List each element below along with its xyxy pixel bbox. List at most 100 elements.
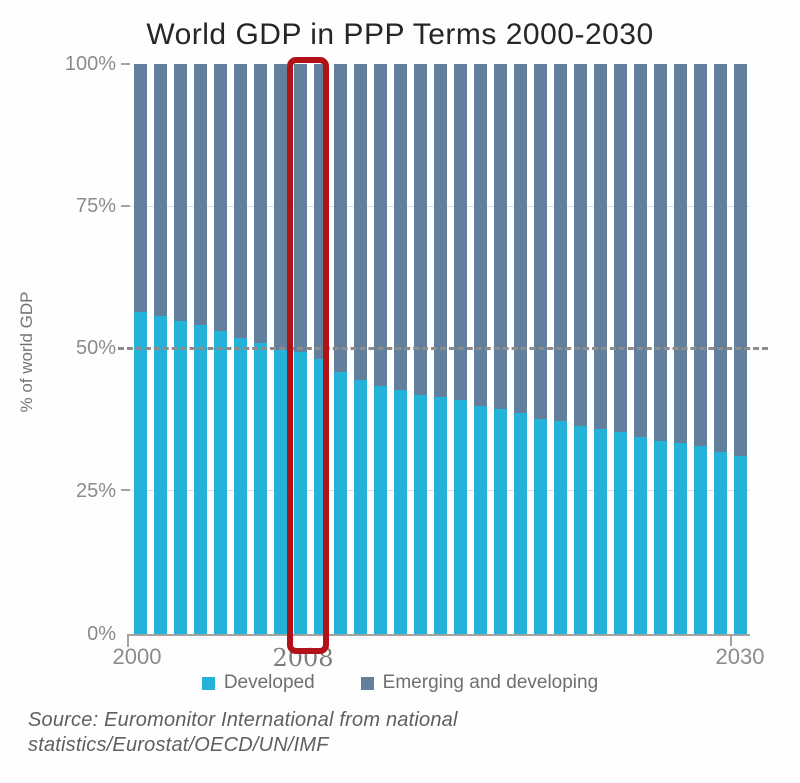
legend-item-developed: Developed: [201, 672, 315, 694]
segment-emerging-2011: [353, 64, 367, 381]
bar-2029: [713, 64, 727, 634]
source-line-2: statistics/Eurostat/OECD/UN/IMF: [28, 734, 329, 756]
segment-developed-2013: [393, 390, 407, 634]
segment-emerging-2000: [133, 64, 147, 312]
bar-2023: [593, 64, 607, 634]
segment-developed-2016: [453, 400, 467, 634]
bar-2002: [173, 64, 187, 634]
segment-emerging-2010: [333, 64, 347, 372]
segment-emerging-2003: [193, 64, 207, 326]
segment-developed-2023: [593, 428, 607, 634]
legend-label-emerging: Emerging and developing: [382, 672, 599, 693]
segment-emerging-2002: [173, 64, 187, 321]
segment-emerging-2017: [473, 64, 487, 406]
bar-2014: [413, 64, 427, 634]
segment-developed-2010: [333, 371, 347, 634]
bar-2000: [133, 64, 147, 634]
source-line-1: Source: Euromonitor International from n…: [28, 709, 458, 731]
y-label-75: 75%: [75, 195, 116, 217]
segment-emerging-2007: [273, 64, 287, 351]
y-tick-25: [121, 489, 130, 491]
segment-developed-2024: [613, 431, 627, 634]
y-label-25: 25%: [75, 480, 116, 502]
segment-developed-2011: [353, 380, 367, 634]
bar-2003: [193, 64, 207, 634]
bar-2005: [233, 64, 247, 634]
x-label-2000: 2000: [112, 644, 162, 669]
segment-developed-2021: [553, 421, 567, 634]
segment-emerging-2022: [573, 64, 587, 426]
bar-2020: [533, 64, 547, 634]
segment-developed-2002: [173, 320, 187, 634]
segment-developed-2026: [653, 440, 667, 634]
emerging-swatch-icon: [360, 676, 374, 690]
segment-developed-2017: [473, 406, 487, 634]
segment-emerging-2021: [553, 64, 567, 422]
bar-2006: [253, 64, 267, 634]
bar-2012: [373, 64, 387, 634]
segment-developed-2005: [233, 337, 247, 634]
bar-2028: [693, 64, 707, 634]
segment-emerging-2019: [513, 64, 527, 413]
segment-developed-2020: [533, 418, 547, 634]
y-tick-75: [121, 205, 130, 207]
chart-title: World GDP in PPP Terms 2000-2030: [146, 18, 654, 51]
segment-emerging-2018: [493, 64, 507, 410]
bar-2024: [613, 64, 627, 634]
bar-2011: [353, 64, 367, 634]
segment-developed-2014: [413, 394, 427, 634]
segment-developed-2006: [253, 343, 267, 634]
bar-2008: [293, 64, 307, 634]
bar-2016: [453, 64, 467, 634]
segment-emerging-2013: [393, 64, 407, 391]
segment-developed-2018: [493, 409, 507, 634]
segment-developed-2012: [373, 386, 387, 634]
segment-developed-2029: [713, 452, 727, 634]
segment-emerging-2015: [433, 64, 447, 398]
bar-2026: [653, 64, 667, 634]
legend-item-emerging: Emerging and developing: [360, 672, 599, 694]
y-label-0: 0%: [87, 623, 116, 645]
segment-emerging-2023: [593, 64, 607, 429]
segment-developed-2028: [693, 445, 707, 634]
x-axis-line: [127, 634, 750, 636]
segment-emerging-2026: [653, 64, 667, 441]
bar-2013: [393, 64, 407, 634]
bar-2004: [213, 64, 227, 634]
segment-emerging-2001: [153, 64, 167, 316]
bar-2018: [493, 64, 507, 634]
bar-2030: [733, 64, 747, 634]
segment-emerging-2027: [673, 64, 687, 444]
segment-developed-2027: [673, 443, 687, 634]
segment-developed-2007: [273, 350, 287, 634]
dashed-50pct-line: [118, 347, 768, 350]
legend-label-developed: Developed: [223, 672, 315, 693]
developed-swatch-icon: [201, 676, 215, 690]
segment-emerging-2014: [413, 64, 427, 395]
segment-emerging-2005: [233, 64, 247, 338]
y-label-50: 50%: [75, 337, 116, 359]
bar-2025: [633, 64, 647, 634]
plot-area: [131, 64, 750, 634]
segment-developed-2022: [573, 425, 587, 634]
segment-emerging-2029: [713, 64, 727, 453]
bar-2007: [273, 64, 287, 634]
source-note: Source: Euromonitor International from n…: [28, 708, 458, 758]
segment-developed-2025: [633, 436, 647, 634]
y-label-100: 100%: [64, 53, 116, 75]
segment-emerging-2030: [733, 64, 747, 456]
legend: Developed Emerging and developing: [0, 672, 800, 694]
segment-emerging-2004: [213, 64, 227, 331]
bar-2022: [573, 64, 587, 634]
y-axis-title: % of world GDP: [17, 291, 36, 413]
segment-emerging-2016: [453, 64, 467, 401]
y-tick-100: [121, 63, 130, 65]
segment-developed-2000: [133, 311, 147, 634]
x-tick-2030: [730, 636, 732, 646]
bar-2017: [473, 64, 487, 634]
segment-emerging-2025: [633, 64, 647, 437]
segment-developed-2030: [733, 455, 747, 634]
segment-emerging-2008: [293, 64, 307, 352]
segment-emerging-2020: [533, 64, 547, 419]
